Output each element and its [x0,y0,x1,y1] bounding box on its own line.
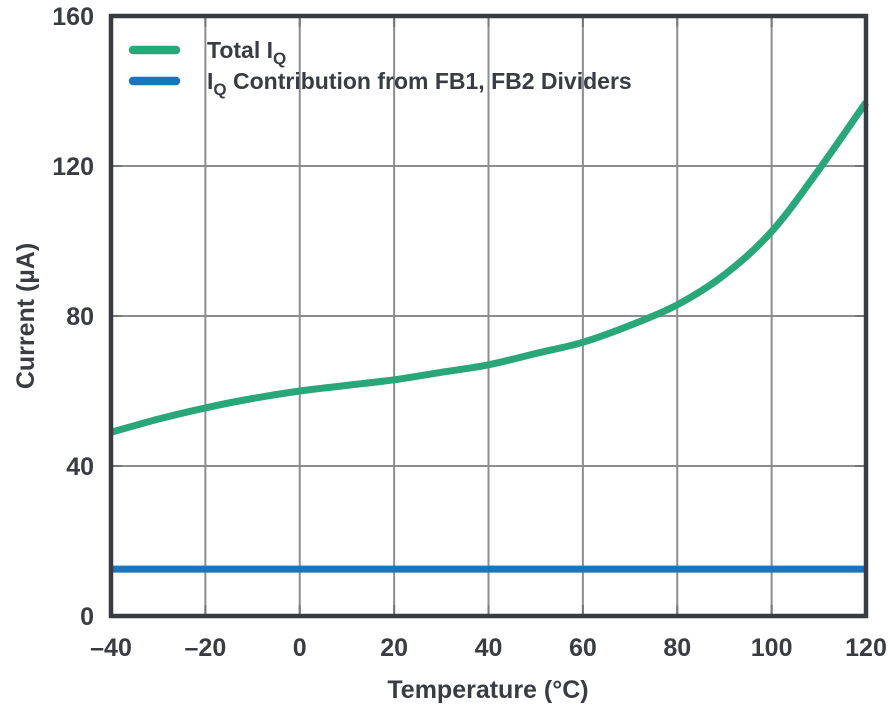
legend-label-1: IQ Contribution from FB1, FB2 Dividers [207,68,632,99]
x-tick-label: 0 [293,634,307,662]
x-tick-label: 20 [380,634,408,662]
x-tick-label: 100 [751,634,793,662]
y-tick-label: 0 [80,603,94,631]
y-tick-label: 160 [52,3,94,31]
x-tick-label: 120 [845,634,887,662]
series-lines [110,100,869,573]
x-tick-label: –20 [185,634,227,662]
plot-border [108,13,869,619]
x-tick-labels: –40 –20 0 20 40 60 80 100 120 [90,634,887,662]
x-tick-label: 40 [475,634,503,662]
y-tick-label: 40 [66,453,94,481]
x-tick-label: –40 [90,634,132,662]
y-tick-labels: 0 40 80 120 160 [52,3,94,631]
x-axis-title: Temperature (°C) [387,676,588,704]
gridlines [111,16,866,616]
y-tick-label: 80 [66,303,94,331]
y-tick-label: 120 [52,153,94,181]
series-line-0 [110,100,869,436]
x-tick-label: 60 [569,634,597,662]
legend-label-0: Total IQ [207,37,286,68]
x-tick-label: 80 [663,634,691,662]
y-axis-title: Current (µA) [12,243,40,389]
